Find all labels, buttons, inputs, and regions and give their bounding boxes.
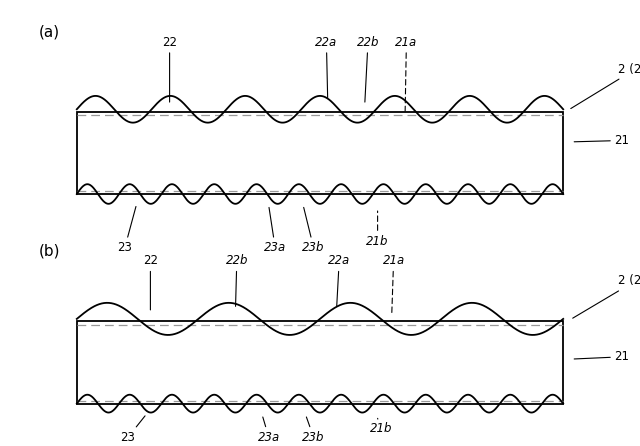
Text: 23a: 23a (258, 417, 280, 444)
Text: (b): (b) (38, 243, 60, 258)
Text: 23: 23 (120, 416, 145, 444)
Text: 22a: 22a (316, 36, 337, 98)
Text: 22b: 22b (356, 36, 380, 102)
Text: 23b: 23b (302, 207, 325, 254)
Bar (77, 321, 563, 404)
Bar (77, 112, 563, 194)
Text: 21b: 21b (369, 418, 392, 435)
Text: 22: 22 (143, 254, 158, 310)
Text: 23a: 23a (264, 207, 286, 254)
Text: 22a: 22a (328, 254, 350, 306)
Text: 21a: 21a (383, 254, 404, 315)
Text: 21: 21 (574, 350, 629, 363)
Text: 2 (2b): 2 (2b) (571, 62, 640, 108)
Text: 23b: 23b (302, 417, 325, 444)
Text: 2 (2b): 2 (2b) (573, 274, 640, 318)
Text: 21a: 21a (396, 36, 417, 111)
Text: 23: 23 (117, 206, 136, 254)
Text: 22b: 22b (225, 254, 248, 306)
Text: 22: 22 (162, 36, 177, 102)
Text: 21b: 21b (366, 211, 389, 248)
Text: 21: 21 (574, 134, 629, 147)
Text: (a): (a) (38, 25, 60, 40)
